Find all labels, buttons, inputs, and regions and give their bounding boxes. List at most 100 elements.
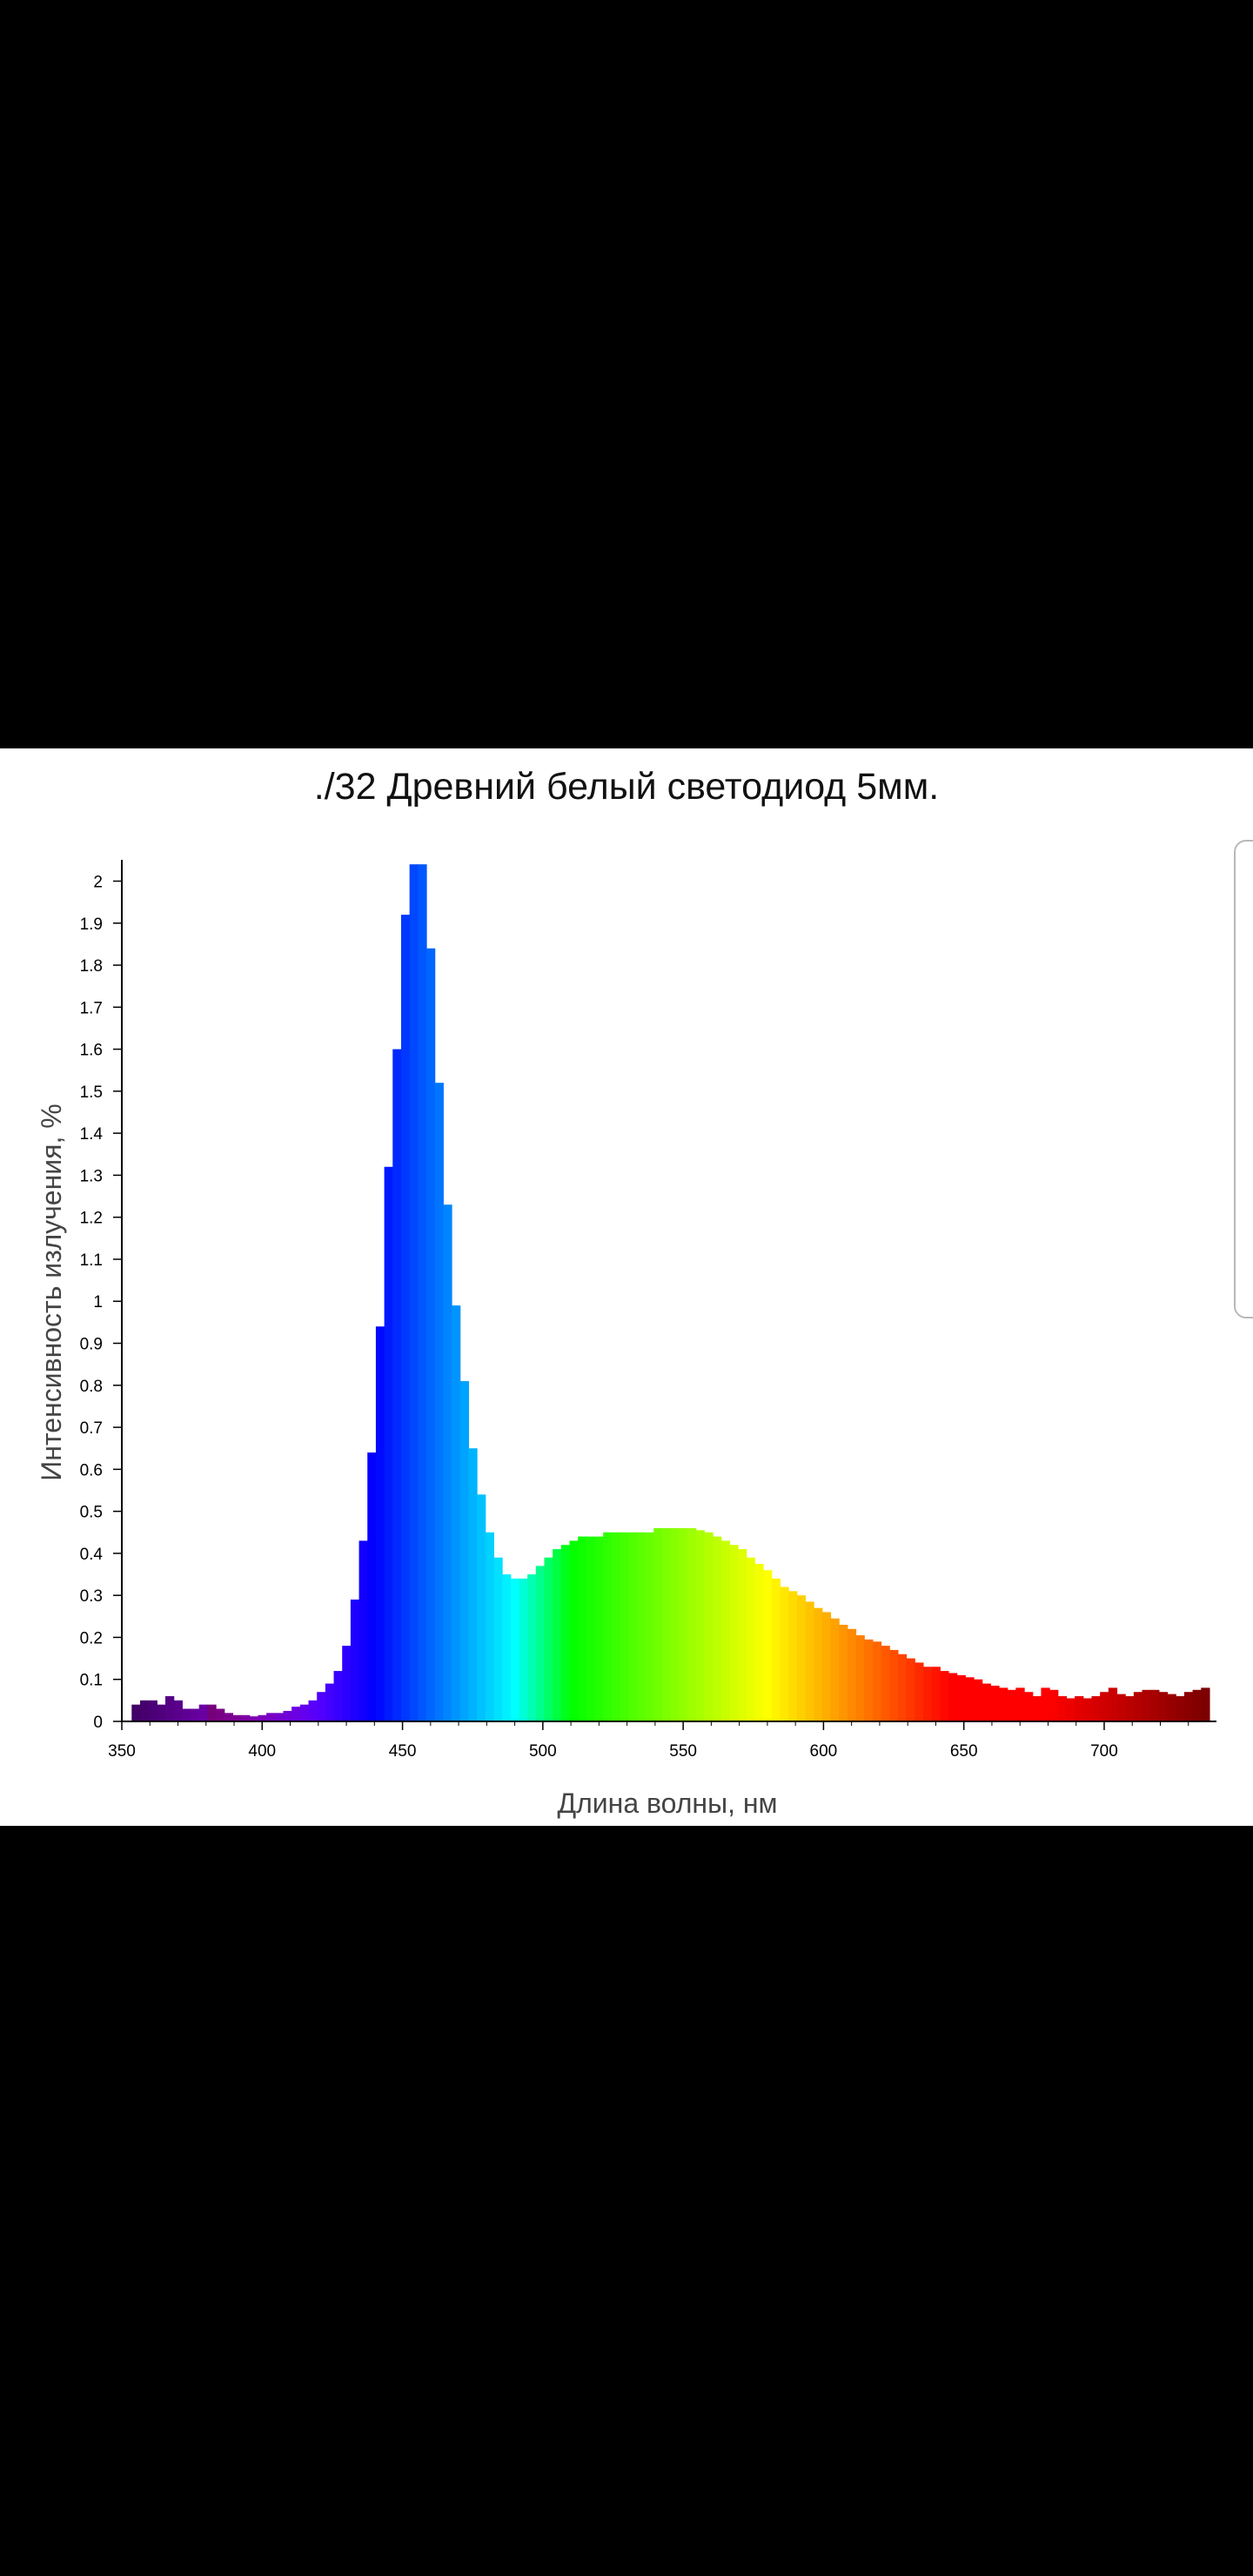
spectrum-bar [249, 1716, 259, 1721]
spectrum-bar [704, 1532, 714, 1721]
y-tick-label: 0.1 [80, 1672, 103, 1690]
spectrum-bar [131, 1704, 141, 1721]
spectrum-bar [864, 1639, 874, 1721]
spectrum-chart: 0 0.1 0.2 0.3 0.4 0.5 0.6 0.7 0.8 0.9 1 1.1 1.2 1.3 1.… [36, 860, 1216, 1819]
spectrum-bar [468, 1448, 478, 1721]
spectrum-bar [1167, 1694, 1176, 1721]
spectrum-bar [931, 1667, 941, 1721]
spectrum-bar [139, 1700, 150, 1721]
spectrum-bar [881, 1646, 890, 1721]
spectrum-bar [333, 1671, 343, 1721]
spectrum-bar [982, 1683, 991, 1721]
y-tick-label: 0.3 [80, 1587, 103, 1606]
spectrum-bar [308, 1700, 318, 1721]
spectrum-bar [821, 1612, 832, 1721]
spectrum-bar [586, 1536, 596, 1721]
y-tick-label: 1.3 [80, 1167, 103, 1185]
spectrum-bar [493, 1557, 503, 1721]
spectrum-bar [754, 1563, 764, 1721]
spectrum-bar [274, 1713, 285, 1721]
spectrum-bar [948, 1673, 958, 1721]
spectrum-bar [1192, 1689, 1202, 1721]
spectrum-bar [182, 1708, 191, 1721]
spectrum-bar [350, 1600, 360, 1721]
spectrum-bar [603, 1532, 613, 1721]
spectrum-bar [1024, 1692, 1034, 1721]
spectrum-bar [965, 1677, 975, 1721]
y-tick-label: 0 [93, 1714, 103, 1732]
spectrum-bar [720, 1540, 730, 1721]
spectrum-bar [1116, 1694, 1126, 1721]
bars-layer [131, 864, 1210, 1721]
x-tick-label: 600 [810, 1742, 838, 1761]
spectrum-bar [502, 1574, 512, 1721]
spectrum-bar [1100, 1692, 1109, 1721]
side-scroll-tab[interactable] [1234, 840, 1253, 1318]
spectrum-bar [544, 1557, 553, 1721]
spectrum-bar [485, 1532, 494, 1721]
spectrum-bar [897, 1654, 908, 1721]
spectrum-bar [796, 1595, 807, 1721]
spectrum-bar [384, 1166, 393, 1721]
spectrum-bar [956, 1674, 966, 1721]
spectrum-bar [611, 1532, 621, 1721]
chart-title: ./32 Древний белый светодиод 5мм. [313, 766, 940, 808]
spectrum-bar [1066, 1698, 1075, 1721]
spectrum-bar [855, 1635, 865, 1721]
spectrum-bar [173, 1700, 183, 1721]
spectrum-bar [661, 1527, 672, 1721]
spectrum-bar [906, 1658, 915, 1721]
spectrum-bar [1108, 1687, 1118, 1721]
x-tick-label: 400 [248, 1742, 276, 1761]
spectrum-bar [763, 1570, 773, 1721]
y-tick-label: 1.4 [80, 1125, 104, 1144]
spectrum-bar [375, 1326, 385, 1721]
spectrum-bar [687, 1527, 697, 1721]
spectrum-bar [1015, 1687, 1025, 1721]
spectrum-bar [510, 1578, 520, 1721]
spectrum-bar [645, 1532, 654, 1721]
x-tick-label: 500 [529, 1742, 557, 1761]
spectrum-bar [425, 948, 436, 1721]
spectrum-bar [990, 1685, 1000, 1721]
spectrum-bar [628, 1532, 638, 1721]
y-tick-label: 1.5 [80, 1083, 103, 1102]
spectrum-bar [973, 1679, 983, 1721]
spectrum-bar [940, 1671, 949, 1721]
y-tick-label: 1.2 [80, 1210, 103, 1228]
spectrum-bar [191, 1708, 200, 1721]
spectrum-bar [553, 1549, 562, 1721]
spectrum-bar [1075, 1696, 1084, 1721]
chart-panel: ./32 Древний белый светодиод 5мм. 0 0.1 0.… [0, 748, 1253, 1826]
spectrum-bar [1041, 1687, 1050, 1721]
spectrum-bar [560, 1545, 571, 1721]
spectrum-bar [1057, 1696, 1068, 1721]
spectrum-bar [805, 1601, 814, 1721]
spectrum-bar [342, 1646, 352, 1721]
y-tick-label: 1.8 [80, 957, 103, 976]
spectrum-bar [258, 1714, 267, 1721]
y-tick-label: 1.6 [80, 1042, 103, 1060]
spectrum-bar [409, 864, 419, 1721]
spectrum-bar [620, 1532, 629, 1721]
spectrum-bar [780, 1587, 789, 1721]
spectrum-bar [291, 1707, 301, 1721]
spectrum-bar [198, 1704, 208, 1721]
spectrum-bar [1125, 1696, 1135, 1721]
spectrum-bar [1082, 1698, 1093, 1721]
spectrum-bar [788, 1591, 798, 1721]
y-tick-label: 1.1 [80, 1251, 103, 1270]
spectrum-bar [1150, 1689, 1160, 1721]
spectrum-bar [695, 1530, 705, 1721]
spectrum-bar [679, 1527, 688, 1721]
spectrum-bar [729, 1545, 739, 1721]
spectrum-bar [232, 1714, 242, 1721]
spectrum-bar [670, 1527, 680, 1721]
spectrum-bar [434, 1083, 444, 1721]
x-tick-label: 700 [1090, 1742, 1118, 1761]
spectrum-bar [1183, 1692, 1194, 1721]
spectrum-bar [1091, 1696, 1101, 1721]
spectrum-bar [713, 1536, 722, 1721]
spectrum-bar [922, 1667, 933, 1721]
y-tick-label: 1.7 [80, 999, 103, 1017]
